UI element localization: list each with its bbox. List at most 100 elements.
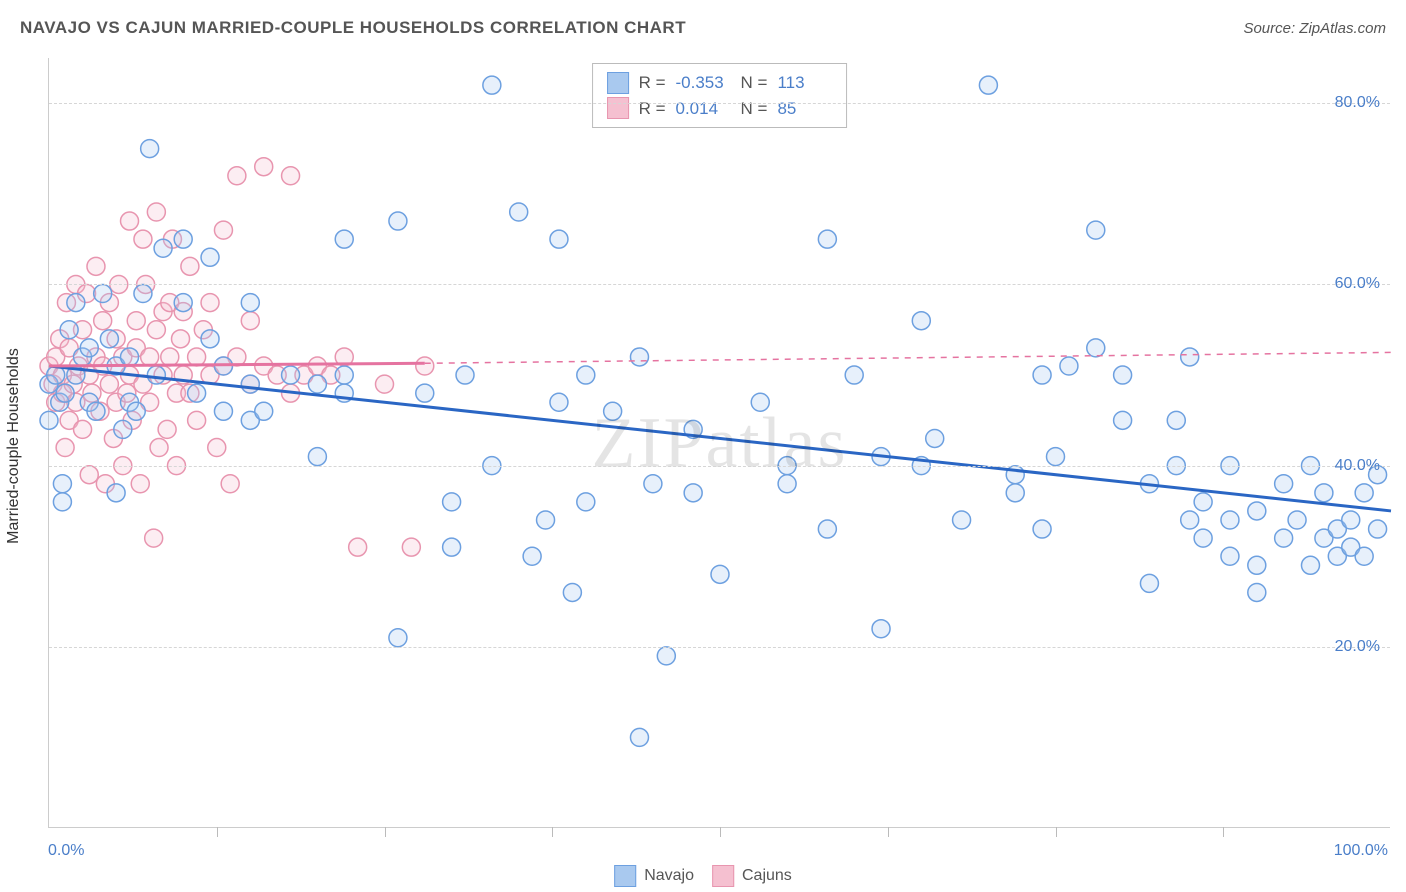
data-point bbox=[1355, 484, 1373, 502]
data-point bbox=[241, 312, 259, 330]
data-point bbox=[80, 466, 98, 484]
data-point bbox=[1248, 502, 1266, 520]
gridline bbox=[49, 284, 1390, 285]
xtick bbox=[552, 827, 553, 837]
data-point bbox=[94, 285, 112, 303]
data-point bbox=[255, 402, 273, 420]
stats-row-navajo: R = -0.353 N = 113 bbox=[607, 70, 833, 96]
data-point bbox=[402, 538, 420, 556]
data-point bbox=[537, 511, 555, 529]
data-point bbox=[174, 294, 192, 312]
data-point bbox=[1181, 511, 1199, 529]
data-point bbox=[181, 257, 199, 275]
data-point bbox=[67, 294, 85, 312]
trendline-cajuns-dashed bbox=[425, 352, 1391, 363]
data-point bbox=[154, 239, 172, 257]
data-point bbox=[127, 402, 145, 420]
x-left-label: 0.0% bbox=[48, 842, 84, 860]
plot-area: ZIPatlas R = -0.353 N = 113 R = 0.014 N … bbox=[48, 58, 1390, 828]
data-point bbox=[87, 402, 105, 420]
data-point bbox=[100, 330, 118, 348]
data-point bbox=[1248, 556, 1266, 574]
chart-title: NAVAJO VS CAJUN MARRIED-COUPLE HOUSEHOLD… bbox=[20, 18, 686, 38]
gridline bbox=[49, 103, 1390, 104]
ytick-label: 20.0% bbox=[1335, 638, 1380, 656]
legend-label-navajo: Navajo bbox=[644, 867, 694, 885]
xtick bbox=[720, 827, 721, 837]
data-point bbox=[563, 583, 581, 601]
swatch-navajo bbox=[607, 72, 629, 94]
data-point bbox=[1087, 221, 1105, 239]
data-point bbox=[349, 538, 367, 556]
data-point bbox=[1315, 484, 1333, 502]
data-point bbox=[134, 230, 152, 248]
data-point bbox=[80, 339, 98, 357]
data-point bbox=[1221, 511, 1239, 529]
data-point bbox=[657, 647, 675, 665]
data-point bbox=[644, 475, 662, 493]
data-point bbox=[845, 366, 863, 384]
source-label: Source: ZipAtlas.com bbox=[1243, 20, 1386, 37]
data-point bbox=[1369, 520, 1387, 538]
legend-item-navajo: Navajo bbox=[614, 865, 694, 887]
data-point bbox=[94, 312, 112, 330]
data-point bbox=[158, 420, 176, 438]
data-point bbox=[308, 448, 326, 466]
xtick bbox=[385, 827, 386, 837]
data-point bbox=[308, 375, 326, 393]
trendline-navajo bbox=[49, 366, 1391, 511]
data-point bbox=[201, 330, 219, 348]
data-point bbox=[147, 366, 165, 384]
data-point bbox=[161, 348, 179, 366]
data-point bbox=[1355, 547, 1373, 565]
ytick-label: 60.0% bbox=[1335, 275, 1380, 293]
data-point bbox=[1301, 556, 1319, 574]
data-point bbox=[201, 248, 219, 266]
data-point bbox=[1194, 493, 1212, 511]
data-point bbox=[147, 321, 165, 339]
data-point bbox=[208, 439, 226, 457]
data-point bbox=[127, 312, 145, 330]
data-point bbox=[188, 348, 206, 366]
data-point bbox=[926, 429, 944, 447]
data-point bbox=[201, 294, 219, 312]
data-point bbox=[443, 493, 461, 511]
data-point bbox=[241, 294, 259, 312]
data-point bbox=[145, 529, 163, 547]
data-point bbox=[1060, 357, 1078, 375]
data-point bbox=[172, 330, 190, 348]
data-point bbox=[1275, 475, 1293, 493]
data-point bbox=[56, 384, 74, 402]
data-point bbox=[523, 547, 541, 565]
chart-svg bbox=[49, 58, 1390, 827]
data-point bbox=[1033, 366, 1051, 384]
data-point bbox=[214, 402, 232, 420]
swatch-cajuns bbox=[607, 97, 629, 119]
data-point bbox=[114, 420, 132, 438]
legend-item-cajuns: Cajuns bbox=[712, 865, 792, 887]
stat-r-label: R = bbox=[639, 70, 666, 96]
data-point bbox=[335, 230, 353, 248]
data-point bbox=[818, 520, 836, 538]
xtick bbox=[888, 827, 889, 837]
bottom-legend: Navajo Cajuns bbox=[614, 865, 792, 887]
data-point bbox=[282, 366, 300, 384]
stats-row-cajuns: R = 0.014 N = 85 bbox=[607, 96, 833, 122]
data-point bbox=[241, 375, 259, 393]
data-point bbox=[1033, 520, 1051, 538]
data-point bbox=[53, 493, 71, 511]
ytick-label: 40.0% bbox=[1335, 457, 1380, 475]
data-point bbox=[150, 439, 168, 457]
data-point bbox=[1140, 574, 1158, 592]
swatch-cajuns bbox=[712, 865, 734, 887]
data-point bbox=[456, 366, 474, 384]
data-point bbox=[630, 348, 648, 366]
data-point bbox=[1288, 511, 1306, 529]
data-point bbox=[87, 257, 105, 275]
data-point bbox=[1114, 366, 1132, 384]
data-point bbox=[100, 375, 118, 393]
data-point bbox=[40, 411, 58, 429]
stat-r-navajo: -0.353 bbox=[676, 70, 731, 96]
gridline bbox=[49, 466, 1390, 467]
data-point bbox=[1006, 484, 1024, 502]
